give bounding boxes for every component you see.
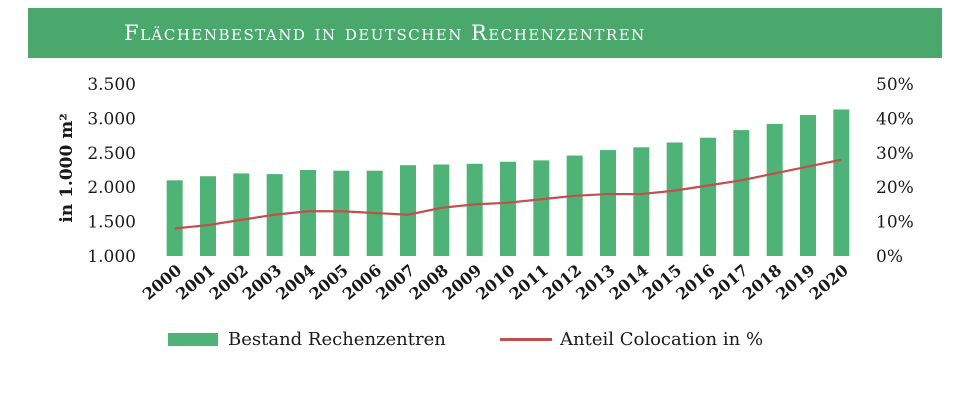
- bar-2018: [766, 123, 783, 257]
- chart-title: Flächenbestand in deutschen Rechenzentre…: [124, 21, 646, 45]
- bar-2007: [400, 165, 416, 256]
- y2-tick-label: 0%: [876, 247, 903, 267]
- colocation-line: [174, 158, 842, 230]
- bar-2015: [666, 142, 683, 256]
- bar-2012: [566, 155, 583, 256]
- chart-title-banner: Flächenbestand in deutschen Rechenzentre…: [28, 8, 942, 58]
- bar-2000: [166, 180, 183, 256]
- y2-tick-label: 50%: [876, 75, 914, 95]
- x-tick-label: 2020: [806, 261, 852, 304]
- y-axis-label: in 1.000 m²: [57, 113, 77, 222]
- bar-2013: [600, 150, 616, 256]
- y-tick-label: 3.000: [87, 109, 136, 129]
- y-tick-label: 2.500: [87, 144, 136, 164]
- legend-item-bars: Bestand Rechenzentren: [168, 326, 446, 352]
- y-tick-label: 3.500: [87, 75, 136, 95]
- bar-2008: [433, 164, 450, 256]
- y2-tick-label: 20%: [876, 178, 914, 198]
- legend-item-line: Anteil Colocation in %: [500, 326, 763, 352]
- legend-swatch-bar: [168, 332, 218, 346]
- y2-tick-label: 30%: [876, 144, 914, 164]
- y2-tick-label: 40%: [876, 109, 914, 129]
- bar-2010: [500, 161, 516, 256]
- bar-2017: [733, 130, 750, 256]
- bar-2009: [466, 163, 483, 256]
- legend-label-bars: Bestand Rechenzentren: [228, 328, 446, 350]
- bar-2020: [833, 109, 850, 257]
- bar-2016: [700, 137, 716, 256]
- bar-2005: [333, 170, 350, 256]
- legend-swatch-line: [500, 337, 552, 341]
- bar-2004: [300, 170, 316, 256]
- bar-2002: [233, 173, 250, 256]
- y-tick-label: 1.000: [87, 247, 136, 267]
- y-tick-label: 1.500: [87, 213, 136, 233]
- bar-2011: [533, 160, 550, 256]
- bar-2001: [200, 176, 216, 256]
- y2-tick-label: 10%: [876, 213, 914, 233]
- legend-label-line: Anteil Colocation in %: [560, 328, 764, 350]
- y-tick-label: 2.000: [87, 178, 136, 198]
- bar-2014: [633, 147, 650, 256]
- bar-2019: [800, 114, 816, 257]
